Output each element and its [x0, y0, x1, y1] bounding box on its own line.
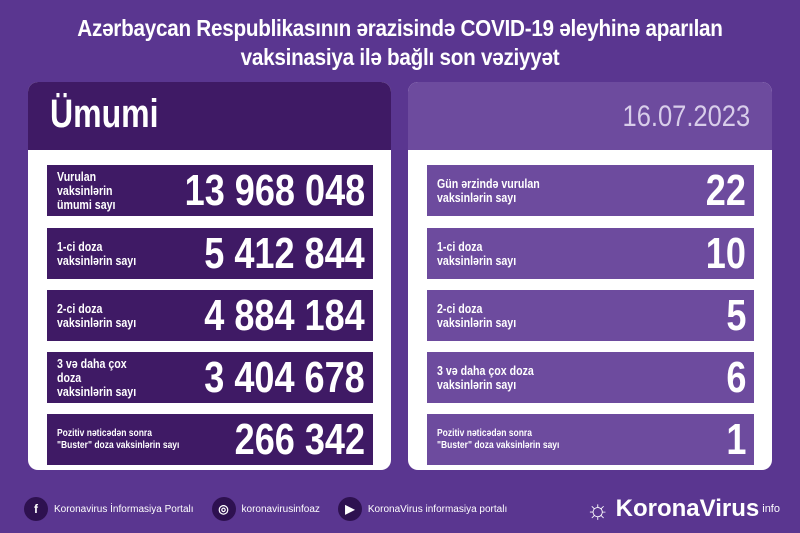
stat-value: 3 404 678 [204, 352, 365, 402]
brand-logo: ☼ KoronaVirus info [585, 493, 780, 524]
stat-label: 3 və daha çox doza vaksinlərin sayı [437, 363, 534, 392]
stat-row: Pozitiv nəticədən sonra "Buster" doza va… [47, 414, 373, 465]
stat-value: 6 [725, 352, 746, 402]
stat-row: 3 və daha çox doza vaksinlərin sayı 3 404… [47, 352, 373, 403]
youtube-icon: ▶ [337, 497, 362, 521]
stat-row: Gün ərzində vurulan vaksinlərin sayı 22 [427, 165, 754, 216]
stat-row: 3 və daha çox doza vaksinlərin sayı 6 [427, 352, 754, 403]
stat-value: 22 [705, 165, 746, 215]
daily-panel: 16.07.2023 Gün ərzində vurulan vaksinlər… [408, 82, 772, 470]
stat-value: 5 412 844 [204, 228, 365, 278]
stat-value: 1 [725, 414, 746, 464]
stat-value: 10 [705, 228, 746, 278]
stat-row: 1-ci doza vaksinlərin sayı 5 412 844 [47, 228, 373, 279]
stat-row: 2-ci doza vaksinlərin sayı 5 [427, 290, 754, 341]
stat-row: Pozitiv nəticədən sonra "Buster" doza va… [427, 414, 754, 465]
page-title: Azərbaycan Respublikasının ərazisində CO… [77, 15, 723, 70]
instagram-link[interactable]: ◎ koronavirusinfoaz [211, 497, 320, 521]
stat-label: 3 və daha çox doza vaksinlərin sayı [57, 356, 137, 399]
stat-label: 1-ci doza vaksinlərin sayı [57, 239, 137, 268]
total-panel: Ümumi Vurulan vaksinlərin ümumi sayı 13 9… [28, 82, 391, 470]
stat-label: Vurulan vaksinlərin ümumi sayı [57, 169, 116, 212]
stat-row: Vurulan vaksinlərin ümumi sayı 13 968 048 [47, 165, 373, 216]
stat-label: 2-ci doza vaksinlərin sayı [437, 301, 517, 330]
stat-row: 1-ci doza vaksinlərin sayı 10 [427, 228, 754, 279]
stat-value: 4 884 184 [204, 290, 365, 340]
instagram-icon: ◎ [211, 497, 236, 521]
stat-row: 2-ci doza vaksinlərin sayı 4 884 184 [47, 290, 373, 341]
stat-value: 5 [725, 290, 746, 340]
stat-label: 2-ci doza vaksinlərin sayı [57, 301, 137, 330]
stat-label: Pozitiv nəticədən sonra "Buster" doza va… [57, 427, 180, 451]
facebook-icon: f [24, 497, 48, 521]
youtube-link[interactable]: ▶ KoronaVirus informasiya portalı [337, 497, 507, 521]
total-header: Ümumi [50, 92, 159, 136]
stat-label: Pozitiv nəticədən sonra "Buster" doza va… [437, 427, 560, 451]
virus-icon: ☼ [585, 493, 610, 524]
stat-value: 266 342 [234, 414, 365, 464]
stat-label: 1-ci doza vaksinlərin sayı [437, 239, 517, 268]
facebook-link[interactable]: f Koronavirus İnformasiya Portalı [24, 497, 194, 521]
stat-label: Gün ərzində vurulan vaksinlərin sayı [437, 176, 540, 205]
stat-value: 13 968 048 [184, 165, 365, 215]
date-label: 16.07.2023 [622, 100, 750, 133]
footer: f Koronavirus İnformasiya Portalı ◎ korona… [24, 493, 780, 524]
